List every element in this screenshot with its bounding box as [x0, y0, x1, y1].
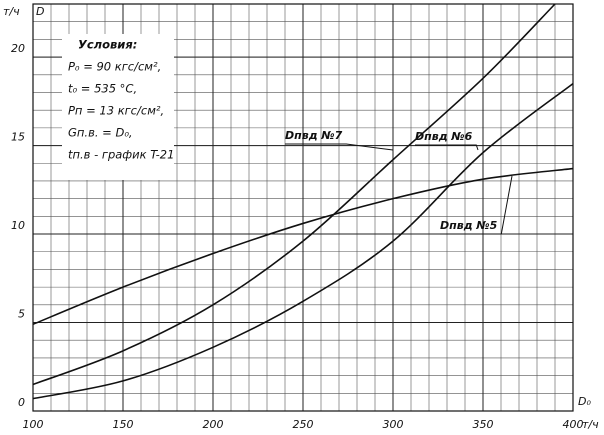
curve — [32, 167, 574, 326]
condition-line: Условия: — [78, 38, 137, 52]
y-axis-label: т/ч — [3, 5, 20, 18]
condition-line: tп.в - график T-21 — [68, 148, 174, 162]
x-tick-label: 250 — [293, 418, 314, 431]
x-tick-label: 100 — [23, 418, 44, 431]
marks — [32, 3, 574, 400]
x-axis-symbol: D₀ — [578, 395, 591, 408]
leader-line — [415, 144, 479, 151]
y-tick-label: 0 — [18, 396, 25, 409]
x-tick-label: 200 — [203, 418, 224, 431]
series-label: Dпвд №5 — [440, 219, 498, 232]
y-tick-label: 15 — [11, 131, 25, 144]
x-tick-label: 350 — [473, 418, 494, 431]
condition-line: Pп = 13 кгс/см², — [68, 104, 164, 118]
condition-line: P₀ = 90 кгс/см², — [68, 60, 161, 74]
series-label: Dпвд №7 — [285, 129, 343, 142]
series-label: Dпвд №6 — [415, 130, 473, 143]
x-tick-label: 400 — [563, 418, 584, 431]
y-tick-label: 10 — [11, 219, 25, 232]
y-tick-label: 20 — [11, 42, 25, 55]
x-tick-label: 300 — [383, 418, 404, 431]
leader-line — [285, 143, 394, 151]
x-axis-label: т/ч — [582, 418, 599, 431]
y-axis-symbol: D — [36, 5, 44, 18]
curve — [32, 82, 574, 400]
condition-line: t₀ = 535 °C, — [68, 82, 137, 96]
leader-line — [440, 175, 513, 235]
y-tick-label: 5 — [18, 308, 25, 321]
plot-frame — [32, 3, 574, 412]
curve — [32, 3, 556, 386]
conditions-box — [62, 34, 174, 180]
condition-line: Gп.в. = D₀, — [68, 126, 133, 140]
x-tick-label: 150 — [113, 418, 134, 431]
labels: 100 150 200 250 300 350 400 0 5 10 15 20 Dпвд №7 Dпвд… — [3, 5, 599, 431]
